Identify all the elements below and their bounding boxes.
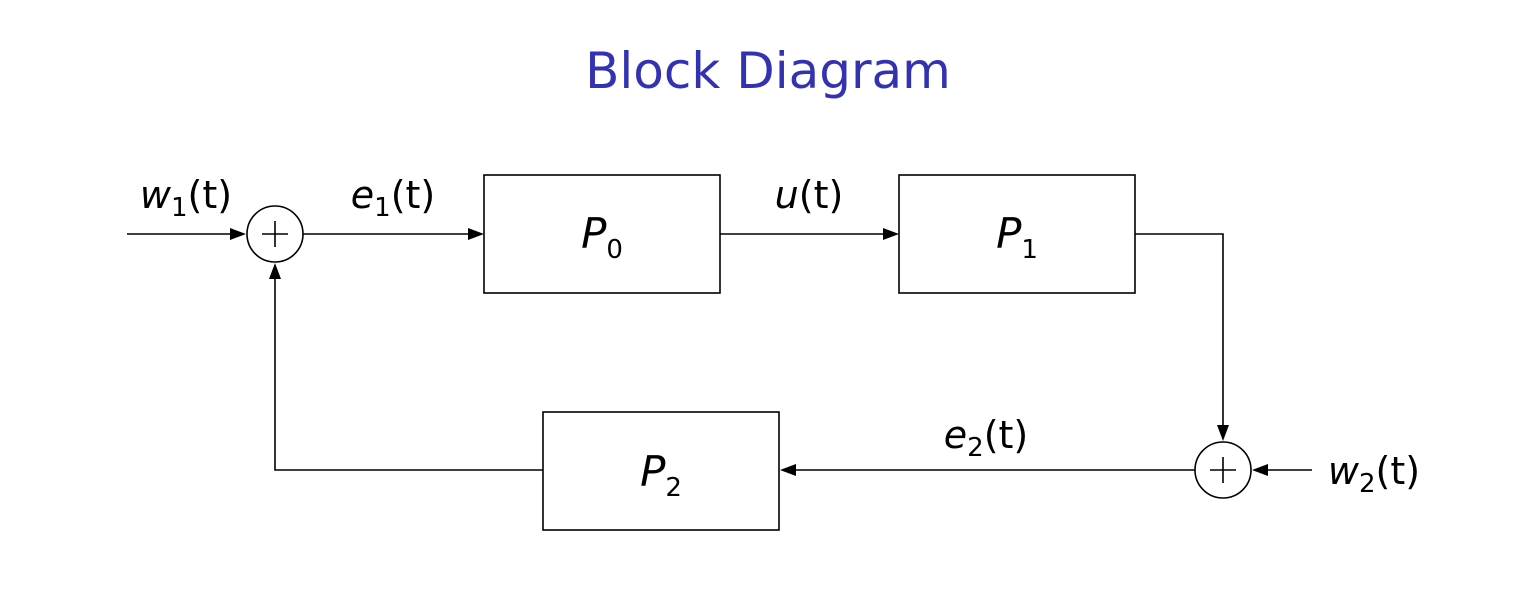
- signal-e1-label: e1(t): [351, 173, 436, 223]
- feedback-arrowhead: [269, 263, 281, 279]
- p1-output-arrowhead: [1217, 425, 1229, 441]
- signal-w1-label: w1(t): [140, 173, 232, 223]
- w2-arrowhead: [1252, 464, 1268, 476]
- p1-output-line: [1135, 233, 1224, 430]
- u-arrowhead: [883, 228, 899, 240]
- diagram-title: Block Diagram: [585, 42, 951, 100]
- signal-e2-label: e2(t): [944, 413, 1029, 463]
- e2-arrowhead: [780, 464, 796, 476]
- feedback-line: [274, 273, 543, 471]
- signal-w2-label: w2(t): [1328, 449, 1420, 499]
- e1-arrowhead: [468, 228, 484, 240]
- block-p0: [483, 174, 721, 294]
- block-p2: [542, 411, 780, 531]
- summing-junction-1: [246, 205, 304, 263]
- signal-u-label: u(t): [775, 173, 844, 217]
- block-p1: [898, 174, 1136, 294]
- summing-junction-2: [1194, 441, 1252, 499]
- block-p2-label: P2: [640, 447, 682, 503]
- block-p1-label: P1: [996, 209, 1038, 265]
- w1-arrowhead: [230, 228, 246, 240]
- block-p0-label: P0: [581, 209, 623, 265]
